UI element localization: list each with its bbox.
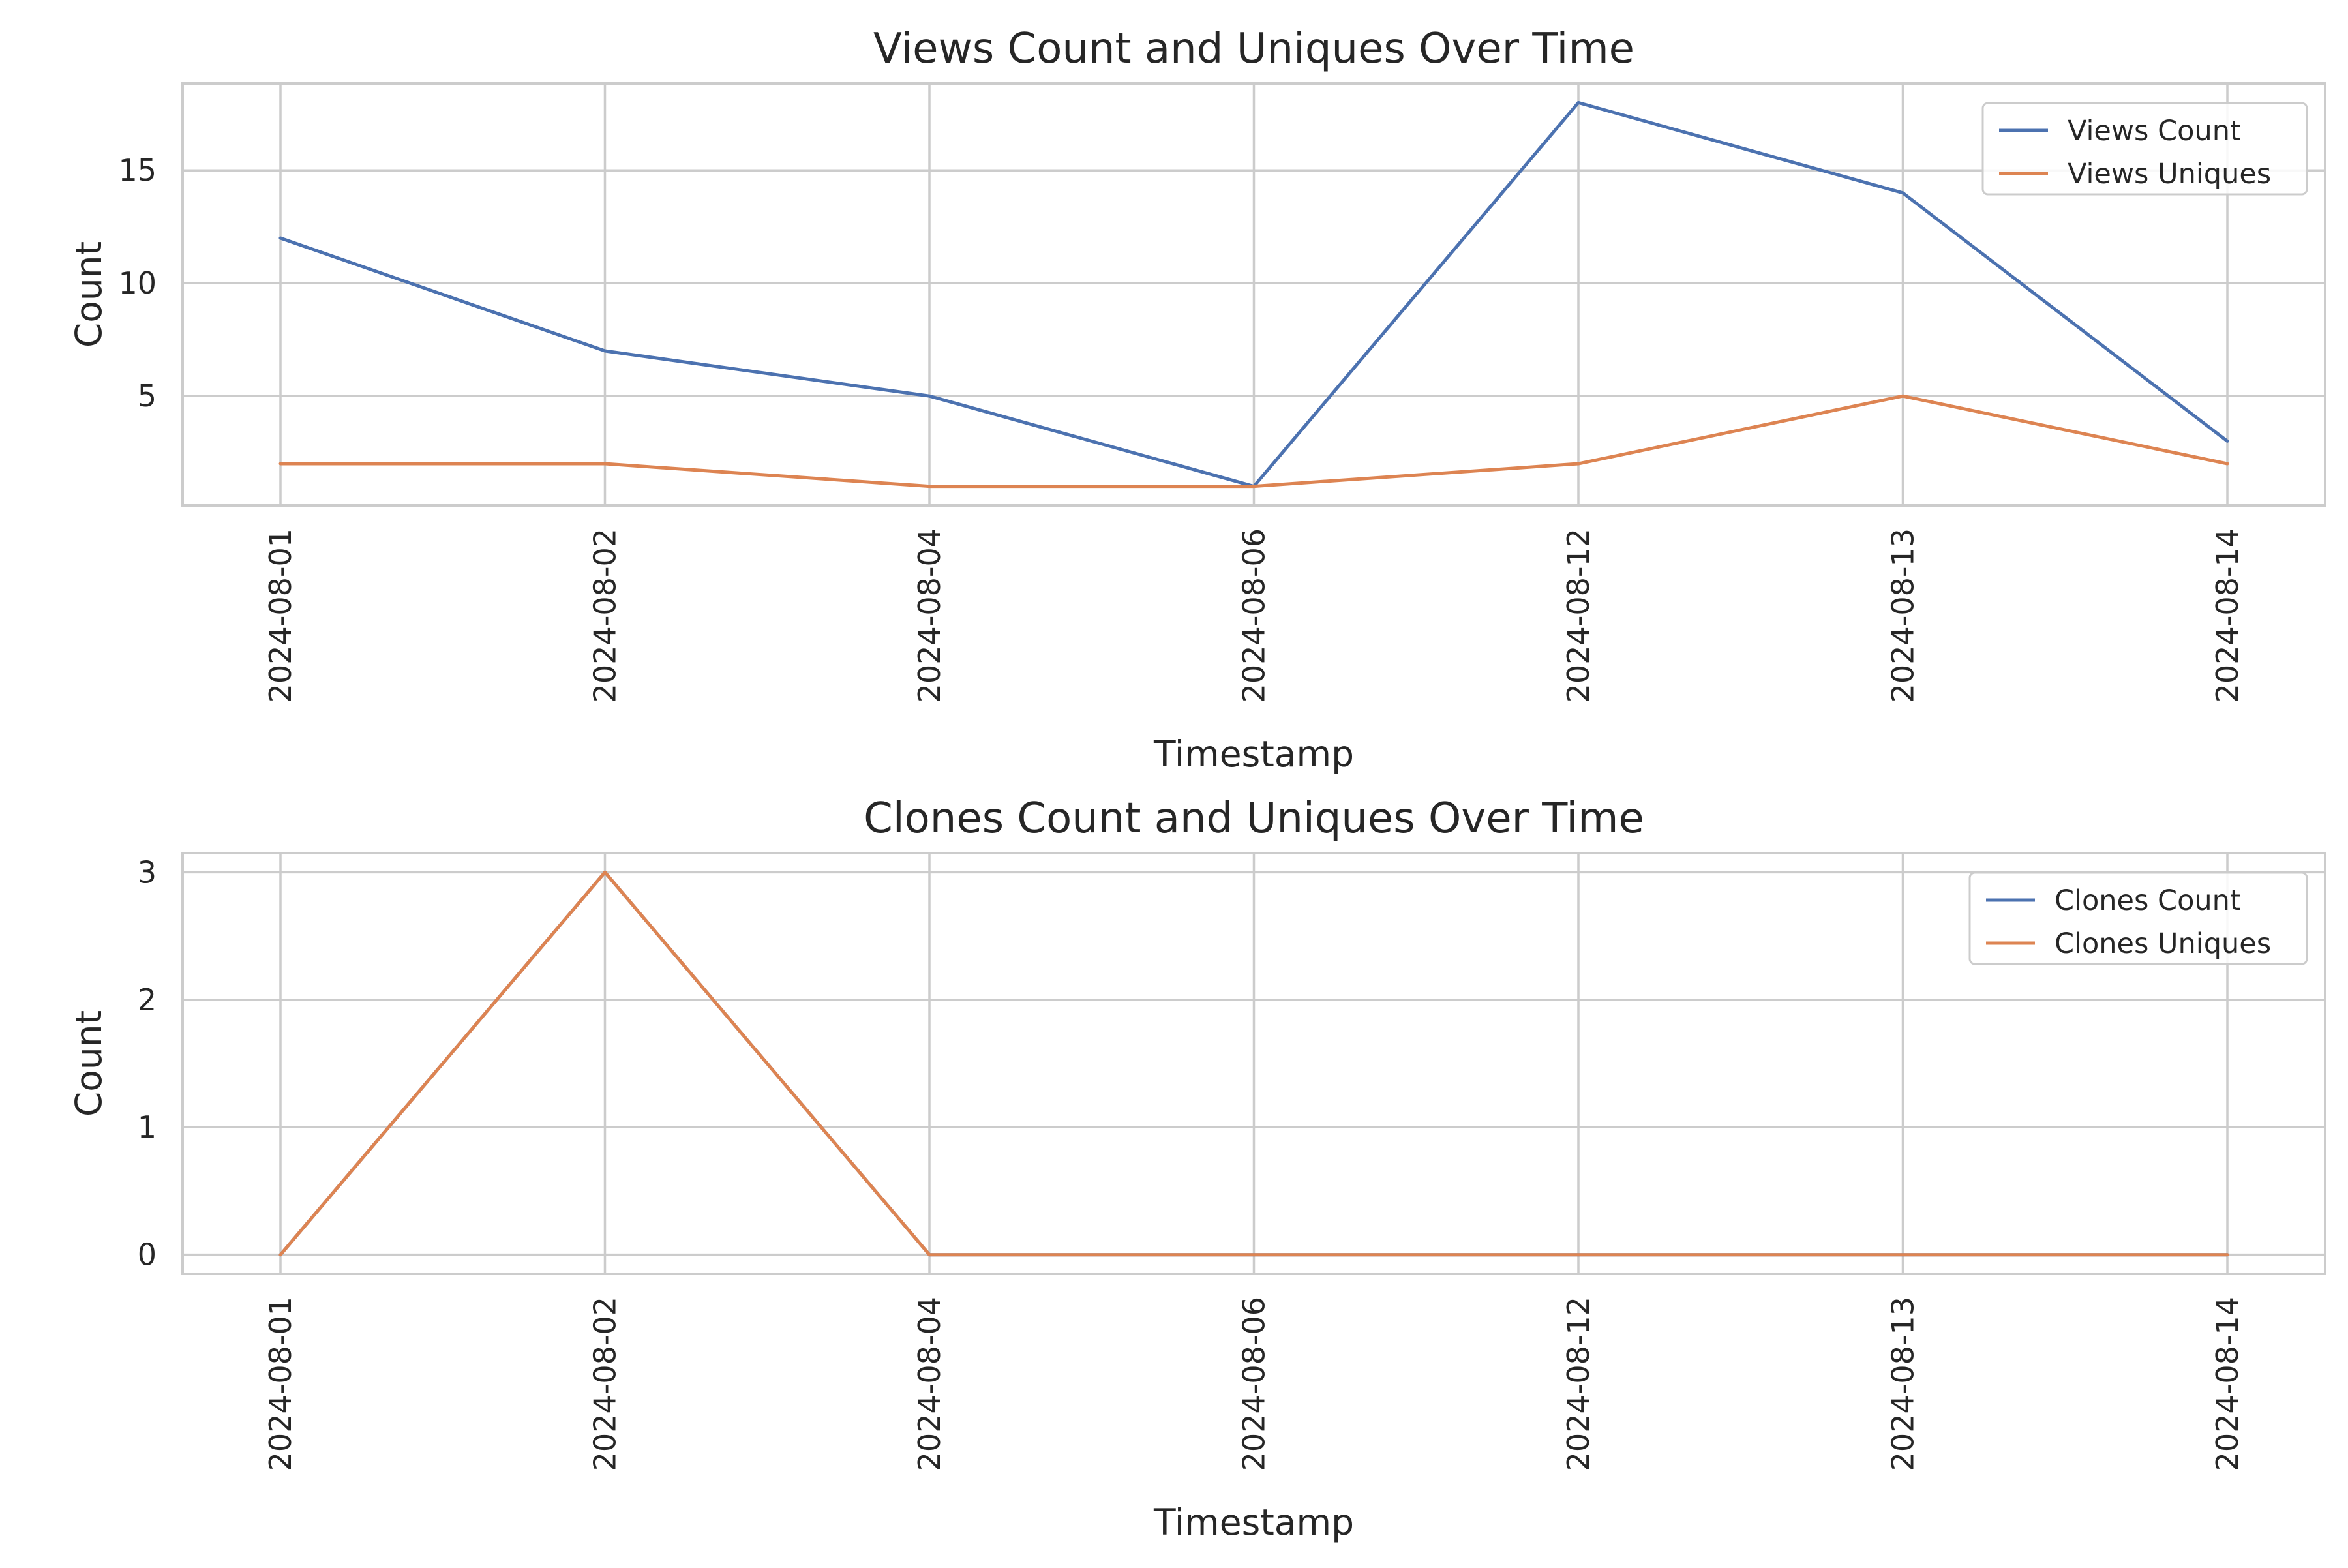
chart-title: Views Count and Uniques Over Time (873, 25, 1634, 73)
x-tick-label: 2024-08-14 (2210, 528, 2245, 702)
y-tick-label: 3 (138, 854, 157, 890)
chart-panel-1: 5 10 15 2024-08-01 2024-08-02 2024-08-04 2024-… (68, 25, 2326, 775)
y-axis-label: Count (68, 1010, 110, 1117)
y-tick-label: 5 (138, 378, 157, 414)
x-tick-label: 2024-08-14 (2210, 1297, 2245, 1471)
x-tick-label: 2024-08-02 (588, 1297, 623, 1471)
legend-label: Clones Count (2054, 884, 2241, 917)
y-tick-label: 1 (138, 1109, 157, 1145)
plot-frame (181, 852, 2326, 1275)
legend-label: Views Count (2068, 115, 2241, 147)
chart-title: Clones Count and Uniques Over Time (864, 794, 1644, 843)
x-tick-label: 2024-08-01 (263, 1297, 298, 1471)
x-tick-label: 2024-08-13 (1886, 528, 1921, 702)
series-line-2 (278, 394, 2229, 489)
y-tick-label: 2 (138, 982, 157, 1018)
legend-box (1968, 871, 2308, 965)
x-tick-label: 2024-08-06 (1237, 1297, 1272, 1471)
series-line-2 (278, 870, 2229, 1257)
chart-panel-2: 0 1 2 3 2024-08-01 2024-08-02 2024-08-04 2024-0… (68, 794, 2326, 1543)
x-tick-label: 2024-08-02 (588, 528, 623, 702)
x-axis-label: Timestamp (1153, 733, 1354, 775)
x-tick-label: 2024-08-01 (263, 528, 298, 702)
x-tick-label: 2024-08-13 (1886, 1297, 1921, 1471)
legend: Clones Count Clones Uniques (1968, 871, 2308, 965)
x-tick-label: 2024-08-04 (912, 528, 947, 702)
legend-box (1981, 102, 2308, 196)
legend-label: Clones Uniques (2054, 927, 2271, 960)
plot-frame (181, 82, 2326, 507)
y-tick-label: 15 (118, 153, 157, 188)
y-tick-label: 0 (138, 1237, 157, 1273)
x-axis-label: Timestamp (1153, 1501, 1354, 1543)
x-tick-label: 2024-08-12 (1561, 1297, 1596, 1471)
y-axis-label: Count (68, 241, 110, 348)
legend-label: Views Uniques (2068, 158, 2271, 190)
x-tick-label: 2024-08-12 (1561, 528, 1596, 702)
y-tick-label: 10 (118, 265, 157, 301)
x-tick-label: 2024-08-06 (1237, 528, 1272, 702)
legend: Views Count Views Uniques (1981, 102, 2308, 196)
x-tick-label: 2024-08-04 (912, 1297, 947, 1471)
